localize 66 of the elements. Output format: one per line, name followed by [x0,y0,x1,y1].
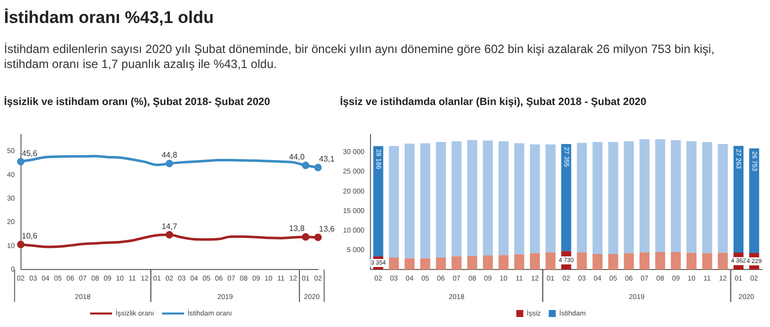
bar [592,254,603,270]
point [166,160,174,168]
point [302,162,310,170]
point [314,164,322,172]
chart-title: İşsizlik ve istihdam oranı (%), Şubat 2018- Şubat 2020 [4,96,270,108]
bar [576,142,587,252]
bar [561,144,572,252]
point [302,233,310,241]
bar [608,254,618,270]
bar [749,148,760,254]
bar [436,142,446,258]
bar [670,252,681,270]
bar [420,258,430,270]
bar [702,142,712,254]
bar [655,139,666,252]
bar [467,256,478,270]
data-label: 44,8 [162,150,178,160]
bar [686,141,697,253]
bar [718,252,728,270]
text: İstihdam edilenlerin sayısı 2020 yılı Şubat döneminde, bir önceki yılın aynı dönemine göre 602 bin kişi azalarak 26 milyon 753 bin kişi, istihdam oranı ise 1,7 puanlık azalış ile %43,1 oldu. [4,42,716,72]
bar [624,253,634,270]
bar [388,257,399,270]
data-label: 43,1 [319,154,336,164]
bar [467,140,478,256]
bar [498,141,509,256]
bar [420,143,430,258]
point [314,234,322,242]
point [17,158,25,166]
bar [452,141,462,256]
point [17,240,25,248]
bar [482,140,493,256]
bar [640,139,650,252]
data-label: 10,6 [22,232,38,241]
bar [388,146,399,258]
bar [436,257,446,270]
bar [530,253,540,270]
bar [608,142,618,254]
chart-title: İşsiz ve istihdamda olanlar (Bin kişi), Şubat 2018 - Şubat 2020 [340,96,647,108]
bar [576,252,587,270]
data-label: 44,0 [289,152,306,162]
bar [530,144,540,254]
data-label: 13,8 [289,224,306,234]
bar [452,256,462,270]
bar [514,143,524,254]
data-label: 13,6 [319,224,336,234]
bar [686,252,697,270]
bar [592,142,603,254]
bar [718,144,728,253]
bar [404,258,415,270]
bar [546,252,556,270]
bar [498,255,509,270]
bar [546,144,556,252]
bar [734,146,744,253]
bar [702,253,712,270]
bar [670,140,681,252]
data-label: 45,6 [22,148,38,158]
bar [482,256,493,270]
bar [640,252,650,270]
bar [404,144,415,258]
text: İstihdam oranı %43,1 oldu [4,8,215,28]
data-label: 14,7 [162,222,178,231]
bar [624,141,634,254]
bar [514,254,524,270]
bar [655,252,666,270]
bar [373,146,384,256]
point [166,231,174,239]
